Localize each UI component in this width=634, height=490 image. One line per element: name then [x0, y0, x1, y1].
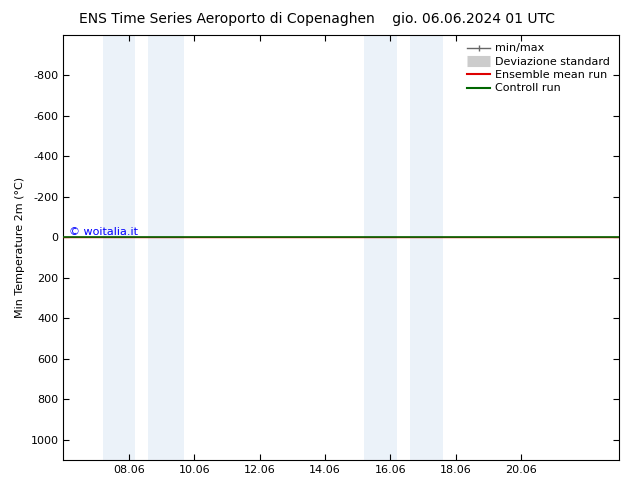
Y-axis label: Min Temperature 2m (°C): Min Temperature 2m (°C) [15, 177, 25, 318]
Text: © woitalia.it: © woitalia.it [69, 227, 138, 237]
Bar [148, 35, 184, 460]
Bar [410, 35, 443, 460]
Bar [364, 35, 397, 460]
Bar [103, 35, 135, 460]
Text: ENS Time Series Aeroporto di Copenaghen    gio. 06.06.2024 01 UTC: ENS Time Series Aeroporto di Copenaghen … [79, 12, 555, 26]
Legend: min/max, Deviazione standard, Ensemble mean run, Controll run: min/max, Deviazione standard, Ensemble m… [464, 40, 614, 97]
